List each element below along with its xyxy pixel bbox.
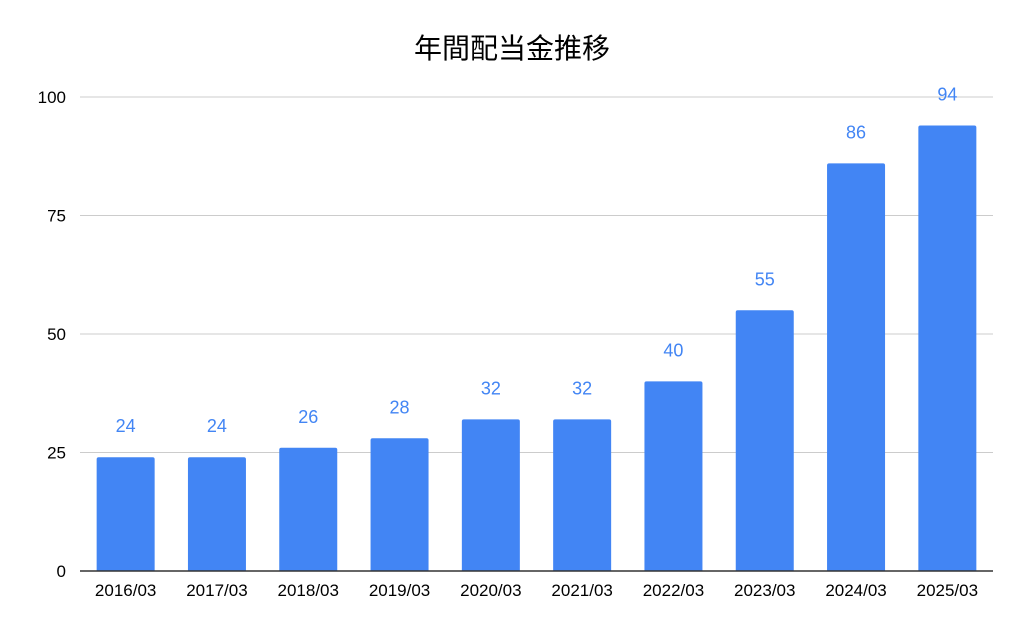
bar-2022/03 [644,381,703,571]
x-tick-label: 2025/03 [917,581,978,600]
bar-2024/03 [827,163,886,572]
bar-2019/03 [370,438,429,571]
data-label: 32 [572,378,592,398]
chart-title: 年間配当金推移 [414,32,610,65]
bar-2018/03 [279,447,338,571]
x-tick-label: 2020/03 [460,581,521,600]
bar-2016/03 [96,457,155,571]
x-axis-tick-labels: 2016/03 2017/03 2018/03 2019/03 2020/03 2021/… [95,581,978,600]
data-label: 40 [663,340,683,360]
bar-2025/03 [918,125,977,571]
x-tick-label: 2021/03 [551,581,612,600]
data-label: 86 [846,122,866,142]
x-tick-label: 2022/03 [643,581,704,600]
x-tick-label: 2023/03 [734,581,795,600]
bar-2023/03 [735,310,794,571]
data-label: 24 [116,416,136,436]
x-tick-label: 2024/03 [825,581,886,600]
bar-2020/03 [461,419,520,571]
y-tick-label: 25 [47,444,66,463]
data-label: 55 [755,269,775,289]
x-tick-label: 2018/03 [278,581,339,600]
y-tick-label: 75 [47,207,66,226]
bars [96,125,977,572]
y-axis-tick-labels: 0 25 50 75 100 [38,88,66,581]
y-tick-label: 0 [57,562,66,581]
bar-2021/03 [553,419,612,571]
data-label: 94 [937,84,957,104]
x-tick-label: 2019/03 [369,581,430,600]
x-tick-label: 2016/03 [95,581,156,600]
data-label: 32 [481,378,501,398]
data-label: 24 [207,416,227,436]
data-labels: 24 24 26 28 32 32 40 55 86 94 [116,84,958,436]
y-tick-label: 100 [38,88,66,107]
data-label: 28 [390,397,410,417]
x-tick-label: 2017/03 [186,581,247,600]
y-tick-label: 50 [47,325,66,344]
data-label: 26 [298,407,318,427]
bar-2017/03 [187,457,246,571]
